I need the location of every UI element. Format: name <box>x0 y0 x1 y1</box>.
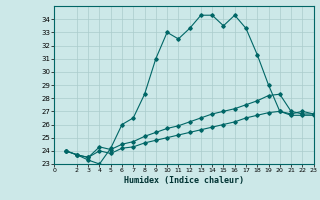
X-axis label: Humidex (Indice chaleur): Humidex (Indice chaleur) <box>124 176 244 185</box>
